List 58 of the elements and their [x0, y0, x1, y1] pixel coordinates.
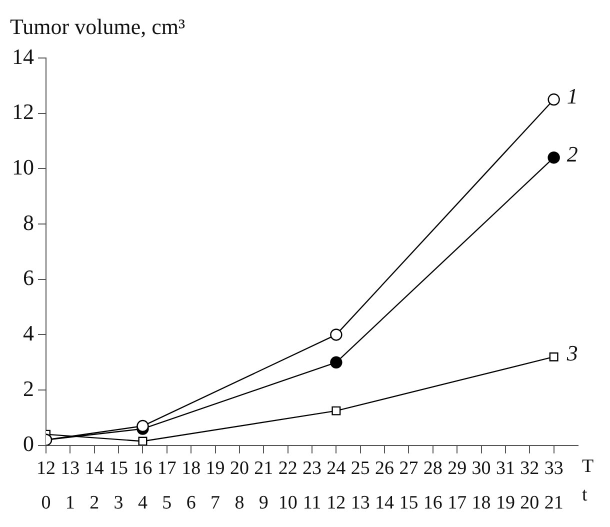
x2-tick-label: 19 [496, 492, 515, 514]
x2-tick-label: 18 [472, 492, 491, 514]
x2-tick-label: 17 [448, 492, 467, 514]
y-tick-label: 0 [23, 431, 34, 456]
y-tick-label: 8 [23, 210, 34, 235]
x2-tick-label: 1 [65, 492, 75, 514]
x-tick-label: 27 [399, 458, 418, 479]
x2-tick-label: 15 [399, 492, 418, 514]
x-tick-label: 31 [496, 458, 515, 479]
x-tick-label: 16 [133, 458, 152, 479]
x2-tick-label: 16 [423, 492, 442, 514]
x2-tick-label: 10 [278, 492, 298, 514]
y-tick-label: 10 [12, 154, 34, 180]
x2-tick-label: 3 [114, 492, 124, 514]
x-tick-label: 19 [206, 458, 225, 479]
y-tick-label: 2 [23, 376, 34, 401]
x2-tick-label: 11 [302, 492, 322, 514]
x-tick-label: 21 [254, 458, 274, 479]
x-tick-label: 17 [157, 458, 176, 479]
x2-tick-label: 20 [520, 492, 540, 514]
x2-tick-label: 4 [138, 492, 148, 514]
x-tick-label: 15 [109, 458, 128, 479]
x2-tick-label: 0 [41, 492, 51, 514]
x-tick-label: 33 [544, 458, 564, 479]
x-tick-label: 28 [423, 458, 442, 479]
x2-tick-label: 13 [350, 492, 370, 514]
x-tick-label: 14 [84, 458, 104, 479]
x-tick-label: 26 [375, 458, 394, 479]
x2-tick-label: 6 [186, 492, 196, 514]
x-tick-label: 20 [230, 458, 249, 479]
x2-tick-label: 2 [90, 492, 100, 514]
x-tick-label: 23 [302, 458, 322, 479]
x-tick-label: 22 [278, 458, 298, 479]
x-tick-label: 24 [326, 458, 346, 479]
x-tick-label: 18 [182, 458, 201, 479]
x2-axis-title: t [582, 484, 588, 506]
y-tick-label: 14 [12, 44, 34, 69]
x-tick-label: 29 [448, 458, 467, 479]
y-tick-label: 4 [23, 320, 34, 346]
x-tick-label: 25 [350, 458, 370, 479]
y-axis-title: Tumor volume, cm³ [10, 14, 186, 39]
x2-tick-label: 7 [210, 492, 220, 514]
x2-tick-label: 8 [234, 492, 244, 514]
series-label: 1 [566, 83, 578, 108]
x-tick-label: 30 [472, 458, 491, 479]
x-axis-title: T [582, 456, 594, 477]
x2-tick-label: 21 [544, 492, 564, 514]
y-tick-label: 12 [12, 99, 34, 124]
x-tick-label: 32 [520, 458, 540, 479]
series-label: 2 [566, 141, 578, 166]
series-label: 3 [566, 340, 578, 366]
x-tick-label: 13 [60, 458, 80, 479]
x2-tick-label: 5 [162, 492, 172, 514]
x2-tick-label: 9 [258, 492, 268, 514]
y-tick-label: 6 [23, 265, 34, 290]
x2-tick-label: 12 [326, 492, 346, 514]
x2-tick-label: 14 [375, 492, 395, 514]
x-tick-label: 12 [36, 458, 56, 479]
